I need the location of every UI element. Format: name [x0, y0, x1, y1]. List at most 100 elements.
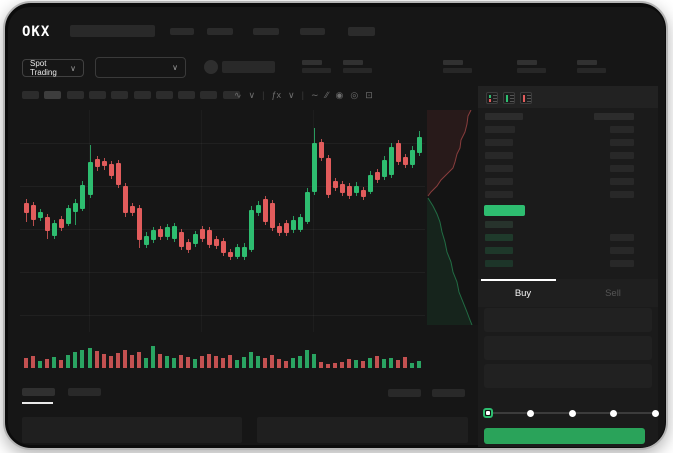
bid-price-placeholder[interactable]	[485, 221, 513, 228]
icon-line	[527, 98, 531, 99]
book-view-combined-icon[interactable]	[486, 92, 498, 104]
settings-icon[interactable]: ◎	[350, 90, 359, 100]
slider-handle-dot	[486, 411, 490, 415]
order-input[interactable]	[484, 364, 652, 388]
interval-button[interactable]	[156, 91, 173, 99]
book-view-buy-icon[interactable]	[503, 92, 515, 104]
icon-line	[510, 101, 514, 102]
chevron-down-icon[interactable]: ∨	[248, 90, 256, 100]
indicators-icon[interactable]: ƒx	[271, 90, 281, 100]
order-input[interactable]	[484, 336, 652, 360]
fullscreen-icon[interactable]: ⊡	[365, 90, 373, 100]
tab-sell[interactable]: Sell	[605, 287, 621, 299]
bid-price-placeholder[interactable]	[485, 234, 513, 241]
chart-toolbar-icons: ∿ ∨ | ƒx ∨ | ∼ ∕∕ ◉ ◎ ⊡	[234, 88, 373, 102]
buy-submit-button[interactable]	[484, 428, 645, 444]
bottom-action-placeholder[interactable]	[388, 389, 421, 397]
ask-amount-placeholder	[610, 126, 634, 133]
topbar-nav-item[interactable]	[300, 28, 325, 35]
okx-logo: OKX	[22, 24, 51, 40]
chevron-down-icon: ∨	[70, 63, 76, 73]
divider: |	[301, 90, 304, 100]
icon-line	[527, 95, 531, 96]
icon-line	[493, 95, 497, 96]
order-input[interactable]	[484, 308, 652, 332]
stat-value-placeholder	[577, 68, 606, 73]
stat-label-placeholder	[517, 60, 537, 65]
ask-price-placeholder[interactable]	[485, 152, 513, 159]
depth-bid-line	[427, 197, 473, 325]
slider-stop[interactable]	[652, 410, 659, 417]
interval-button[interactable]	[67, 91, 84, 99]
interval-button[interactable]	[22, 91, 39, 99]
depth-ask-area	[427, 110, 471, 196]
bottom-content-placeholder	[22, 417, 242, 443]
coin-icon	[204, 60, 218, 74]
depth-ask-line	[427, 110, 472, 197]
ask-amount-placeholder	[610, 178, 634, 185]
slider-stop[interactable]	[569, 410, 576, 417]
bid-price-placeholder[interactable]	[485, 260, 513, 267]
interval-button[interactable]	[89, 91, 106, 99]
bottom-tab[interactable]	[68, 388, 101, 396]
ask-price-placeholder[interactable]	[485, 191, 513, 198]
chart-style-icon[interactable]: ∿	[234, 90, 242, 100]
topbar-nav-item[interactable]	[253, 28, 279, 35]
ask-price-placeholder[interactable]	[485, 178, 513, 185]
interval-button[interactable]	[178, 91, 195, 99]
stat-value-placeholder	[302, 68, 331, 73]
bottom-tab[interactable]	[22, 388, 55, 396]
bid-amount-placeholder	[610, 234, 634, 241]
topbar-nav-item[interactable]	[170, 28, 194, 35]
stat-label-placeholder	[343, 60, 363, 65]
icon-mark-buy	[489, 95, 491, 98]
stat-value-placeholder	[343, 68, 372, 73]
ask-amount-placeholder	[610, 152, 634, 159]
icon-line	[510, 95, 514, 96]
slider-handle[interactable]	[483, 408, 493, 418]
topbar-search-placeholder[interactable]	[70, 25, 155, 37]
interval-button[interactable]	[134, 91, 151, 99]
trade-tabs: Buy Sell	[478, 279, 658, 307]
ask-price-placeholder[interactable]	[485, 126, 515, 133]
stat-label-placeholder	[577, 60, 597, 65]
bid-amount-placeholder	[610, 260, 634, 267]
market-type-label: Spot Trading	[30, 59, 57, 77]
interval-button[interactable]	[223, 91, 240, 99]
book-col-header-right	[594, 113, 634, 120]
topbar-nav-item[interactable]	[348, 27, 375, 36]
bid-amount-placeholder	[610, 247, 634, 254]
icon-line	[493, 101, 497, 102]
interval-button[interactable]	[200, 91, 217, 99]
icon-line	[493, 98, 497, 99]
device-frame: OKX Spot Trading ∨ ∨ ∿ ∨ | ƒx ∨ | ∼ ∕∕ ◉ ◎ ⊡	[3, 1, 668, 450]
pair-name-placeholder	[222, 61, 275, 73]
interval-button[interactable]	[111, 91, 128, 99]
ask-price-placeholder[interactable]	[485, 139, 513, 146]
icon-mark	[506, 95, 508, 102]
bid-price-placeholder[interactable]	[485, 247, 513, 254]
tab-buy[interactable]: Buy	[478, 279, 568, 307]
bottom-action-placeholder[interactable]	[432, 389, 465, 397]
slider-stop[interactable]	[610, 410, 617, 417]
slider-stop[interactable]	[527, 410, 534, 417]
market-type-dropdown[interactable]: Spot Trading ∨	[22, 59, 84, 77]
stage: OKX Spot Trading ∨ ∨ ∿ ∨ | ƒx ∨ | ∼ ∕∕ ◉ ◎ ⊡	[5, 3, 666, 448]
interval-button[interactable]	[44, 91, 61, 99]
ask-amount-placeholder	[610, 139, 634, 146]
stat-label-placeholder	[302, 60, 322, 65]
book-view-sell-icon[interactable]	[520, 92, 532, 104]
bottom-content-placeholder	[257, 417, 468, 443]
icon-line	[527, 101, 531, 102]
stat-value-placeholder	[517, 68, 546, 73]
compare-icon[interactable]: ∼	[310, 90, 319, 100]
bottom-tab-underline	[22, 402, 53, 404]
ask-price-placeholder[interactable]	[485, 165, 513, 172]
snapshot-icon[interactable]: ◉	[335, 90, 344, 100]
draw-tools-icon[interactable]: ∕∕	[325, 90, 329, 100]
pair-dropdown[interactable]: ∨	[95, 57, 186, 78]
topbar-nav-item[interactable]	[207, 28, 233, 35]
chevron-down-icon[interactable]: ∨	[288, 90, 295, 100]
icon-mark-sell	[489, 99, 491, 102]
divider: |	[262, 90, 265, 100]
